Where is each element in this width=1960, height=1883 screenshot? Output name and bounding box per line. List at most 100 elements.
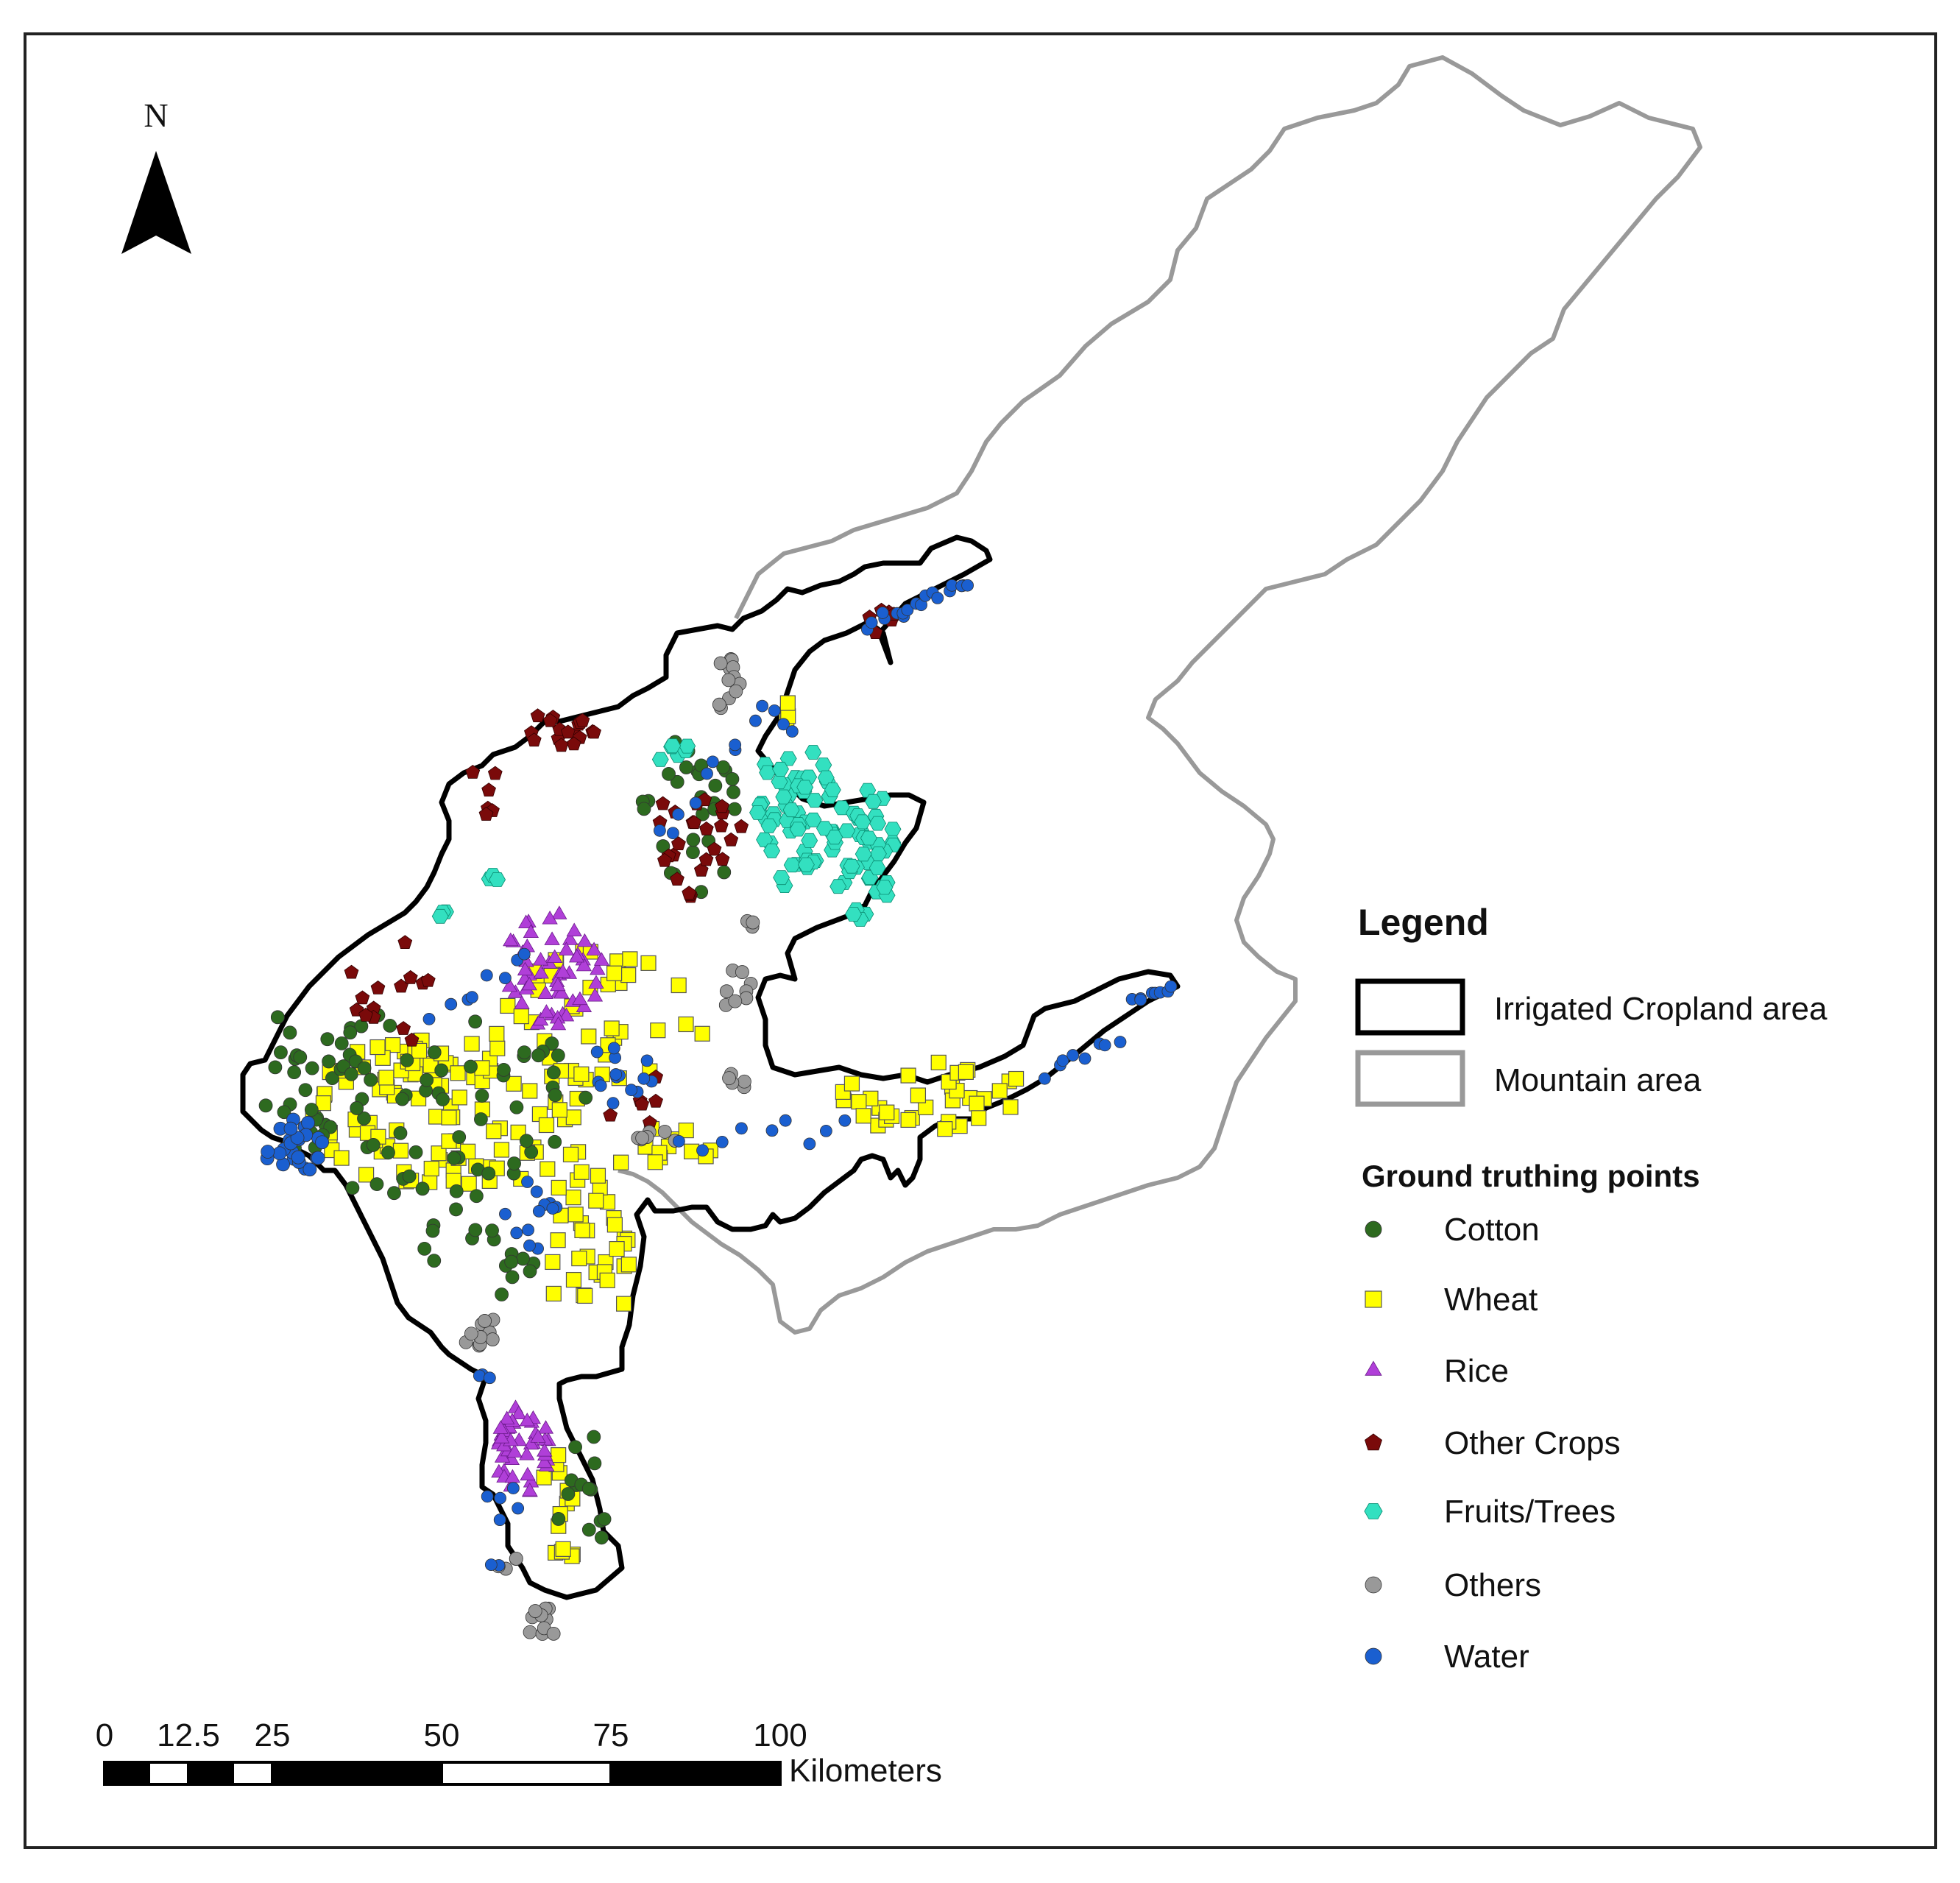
- scale-tick-label: 25: [255, 1717, 291, 1753]
- point-wheat: [423, 1160, 439, 1177]
- point-water: [484, 1558, 498, 1572]
- point-cotton: [505, 1270, 520, 1285]
- point-other-crops: [530, 708, 545, 723]
- point-cotton: [447, 1151, 461, 1165]
- point-water: [510, 1226, 523, 1240]
- point-others: [721, 673, 736, 688]
- point-rice: [523, 1435, 539, 1450]
- point-cotton: [357, 1061, 372, 1075]
- point-rice: [537, 1420, 554, 1434]
- scale-bar: 0 12.5 25 50 75 100 Kilometers: [96, 1717, 942, 1789]
- legend-marker-water-icon: [1365, 1647, 1382, 1665]
- point-rice: [551, 905, 567, 919]
- point-wheat: [620, 1257, 637, 1273]
- ground-truthing-points: [258, 579, 1178, 1641]
- point-wheat: [551, 1179, 567, 1196]
- point-other-crops: [655, 796, 671, 810]
- point-fruits-trees: [854, 814, 871, 830]
- point-cotton: [546, 1065, 561, 1080]
- point-water: [640, 1054, 654, 1067]
- point-rice: [538, 1004, 555, 1018]
- point-other-crops: [542, 713, 558, 727]
- point-wheat: [574, 1222, 590, 1239]
- point-cotton: [531, 1048, 545, 1063]
- point-wheat: [573, 1066, 590, 1082]
- point-rice: [587, 987, 604, 1002]
- point-other-crops: [682, 886, 697, 900]
- point-cotton: [509, 1100, 524, 1114]
- point-wheat: [647, 1154, 663, 1170]
- point-water: [706, 755, 719, 769]
- legend-marker-others-icon: [1365, 1576, 1382, 1594]
- point-wheat: [536, 1469, 552, 1485]
- scale-segment-1: [147, 1761, 190, 1786]
- point-wheat: [609, 1241, 625, 1257]
- point-water: [311, 1151, 325, 1165]
- point-wheat: [599, 1272, 615, 1288]
- point-water: [483, 1371, 496, 1385]
- point-rice: [555, 964, 571, 978]
- point-other-crops: [698, 852, 714, 866]
- point-wheat: [879, 1104, 895, 1120]
- scale-unit-label: Kilometers: [789, 1753, 942, 1789]
- point-cotton: [387, 1186, 401, 1201]
- legend-marker-fruits-trees-icon: [1364, 1503, 1383, 1519]
- point-wheat: [969, 1095, 985, 1112]
- point-water: [546, 1202, 559, 1215]
- point-water: [653, 824, 666, 837]
- point-others: [635, 1131, 650, 1145]
- point-wheat: [461, 1176, 477, 1192]
- point-cotton: [274, 1045, 288, 1060]
- legend-label-other-crops: Other Crops: [1444, 1425, 1621, 1461]
- point-rice: [566, 922, 582, 936]
- point-cotton: [516, 1251, 530, 1266]
- point-other-crops: [648, 1093, 663, 1108]
- point-cotton: [325, 1071, 339, 1086]
- point-rice: [550, 977, 566, 992]
- point-cotton: [468, 1223, 483, 1237]
- point-wheat: [385, 1036, 401, 1053]
- point-cotton: [637, 802, 651, 816]
- point-rice: [547, 949, 563, 963]
- point-wheat: [562, 1146, 579, 1162]
- point-other-crops: [634, 1096, 650, 1111]
- point-fruits-trees: [789, 822, 807, 837]
- point-rice: [518, 914, 534, 928]
- point-water: [594, 1079, 607, 1092]
- point-others: [728, 994, 743, 1008]
- point-cotton: [383, 1018, 397, 1033]
- point-cotton: [258, 1098, 273, 1113]
- point-cotton: [670, 774, 684, 789]
- point-other-crops: [560, 724, 576, 739]
- scale-segment-4: [271, 1761, 443, 1786]
- point-cotton: [597, 1512, 612, 1527]
- point-fruits-trees: [782, 802, 800, 818]
- point-wheat: [378, 1070, 395, 1086]
- point-rice: [576, 957, 592, 972]
- point-rice: [492, 1420, 509, 1434]
- point-wheat: [855, 1108, 871, 1124]
- point-wheat: [538, 1117, 555, 1134]
- point-others: [546, 1626, 561, 1641]
- point-cotton: [304, 1103, 319, 1117]
- point-wheat: [900, 1067, 916, 1084]
- point-other-crops: [566, 736, 581, 751]
- point-water: [493, 1513, 506, 1527]
- point-fruits-trees: [826, 830, 843, 845]
- point-other-crops: [714, 818, 729, 833]
- point-others: [722, 1071, 736, 1086]
- point-water: [498, 972, 512, 985]
- point-fruits-trees: [775, 789, 793, 805]
- point-water: [1114, 1036, 1127, 1048]
- legend-swatch-mountain: [1355, 1050, 1465, 1107]
- point-other-crops: [403, 969, 418, 984]
- point-cotton: [270, 1010, 285, 1025]
- point-water: [1078, 1052, 1092, 1065]
- point-cotton: [470, 1189, 484, 1204]
- point-cotton: [717, 865, 732, 880]
- scale-segment-2: [187, 1761, 234, 1786]
- point-water: [499, 1207, 512, 1220]
- legend: Legend Irrigated Cropland area Mountain …: [1355, 902, 1828, 1675]
- point-rice: [572, 991, 588, 1006]
